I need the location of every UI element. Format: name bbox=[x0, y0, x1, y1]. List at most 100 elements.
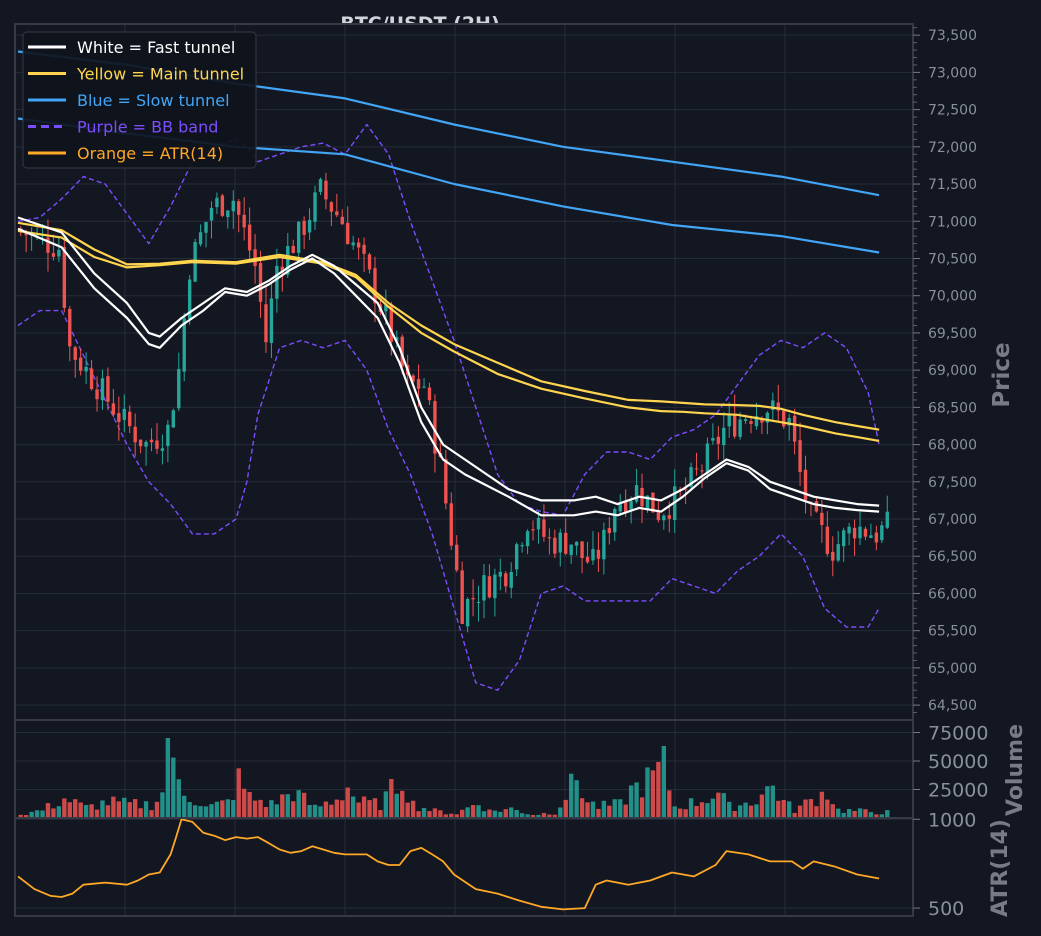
volume-y-axis: 25000 50000 75000 bbox=[913, 723, 988, 802]
volume-bar bbox=[667, 790, 672, 818]
volume-bar bbox=[503, 809, 508, 818]
candle-body bbox=[395, 337, 399, 342]
candle-body bbox=[656, 512, 661, 521]
legend-box bbox=[22, 31, 257, 169]
volume-bar bbox=[231, 800, 236, 818]
fast-tunnel-series bbox=[17, 216, 880, 517]
volume-bar bbox=[519, 813, 525, 818]
candle-body bbox=[831, 551, 835, 561]
candle-body bbox=[264, 304, 268, 343]
volume-bar bbox=[116, 801, 122, 818]
candle-body bbox=[476, 601, 481, 603]
candle-body bbox=[634, 485, 639, 502]
volume-bar bbox=[481, 811, 487, 818]
volume-bar bbox=[214, 801, 220, 818]
candle-body bbox=[296, 221, 301, 253]
candle-body bbox=[226, 210, 230, 218]
candle-body bbox=[580, 541, 584, 559]
volume-bar bbox=[852, 810, 857, 818]
volume-bar bbox=[857, 808, 863, 818]
volume-bar bbox=[476, 805, 481, 818]
candle-body bbox=[558, 532, 562, 553]
candle-body bbox=[471, 598, 475, 600]
y-tick-label: 25000 bbox=[928, 780, 988, 802]
y-tick-label: 1000 bbox=[928, 809, 976, 831]
candle-body bbox=[814, 501, 819, 512]
volume-bar bbox=[89, 804, 94, 818]
candle-body bbox=[498, 571, 503, 577]
volume-bar bbox=[23, 815, 29, 818]
volume-bar bbox=[498, 811, 503, 818]
volume-bar bbox=[291, 801, 296, 818]
volume-bar bbox=[754, 804, 759, 818]
candle-body bbox=[520, 545, 524, 547]
candle-body bbox=[411, 375, 415, 382]
volume-bar bbox=[628, 785, 634, 818]
volume-bar bbox=[792, 812, 797, 818]
volume-bar bbox=[661, 745, 667, 818]
candle-body bbox=[858, 526, 862, 539]
volume-bar bbox=[694, 806, 699, 818]
candle-body bbox=[100, 378, 105, 401]
volume-bar bbox=[639, 797, 645, 818]
candle-body bbox=[237, 201, 241, 215]
candle-body bbox=[547, 537, 552, 539]
candle-body bbox=[182, 318, 186, 372]
y-tick-label: 69,000 bbox=[928, 363, 977, 379]
volume-bar bbox=[329, 804, 334, 818]
volume-bar bbox=[879, 814, 885, 818]
volume-bar bbox=[410, 800, 416, 818]
volume-bar bbox=[825, 799, 830, 818]
candle-body bbox=[177, 368, 181, 409]
volume-bar bbox=[443, 814, 449, 818]
volume-bar bbox=[225, 799, 231, 818]
candle-body bbox=[509, 571, 513, 588]
volume-bar bbox=[737, 805, 743, 818]
volume-panel: 25000 50000 75000 Volume bbox=[14, 719, 1028, 819]
y-tick-label: 70,500 bbox=[928, 251, 977, 267]
candle-body bbox=[51, 253, 56, 257]
y-tick-label: 66,000 bbox=[928, 586, 977, 602]
candle-body bbox=[455, 544, 459, 571]
volume-bar bbox=[781, 799, 786, 818]
candle-body bbox=[373, 268, 377, 304]
volume-bar bbox=[830, 804, 835, 818]
volume-bar bbox=[100, 800, 105, 818]
candle-body bbox=[356, 242, 361, 248]
volume-axis-label: Volume bbox=[1003, 724, 1028, 816]
candle-body bbox=[651, 492, 655, 513]
volume-bar bbox=[612, 799, 617, 818]
volume-bar bbox=[797, 805, 803, 818]
candle-body bbox=[618, 504, 622, 512]
candle-body bbox=[460, 570, 464, 624]
volume-bar bbox=[160, 792, 165, 818]
volume-bar bbox=[340, 800, 345, 818]
y-tick-label: 70,000 bbox=[928, 289, 977, 305]
volume-bar bbox=[716, 792, 721, 818]
candle-body bbox=[536, 517, 541, 530]
candle-body bbox=[144, 441, 148, 447]
series-line bbox=[17, 309, 880, 691]
volume-bar bbox=[438, 810, 443, 818]
candle-body bbox=[574, 541, 579, 546]
y-tick-label: 66,500 bbox=[928, 549, 977, 565]
candle-body bbox=[335, 211, 339, 216]
series-line bbox=[17, 818, 880, 911]
volume-bar bbox=[274, 804, 280, 818]
volume-bar bbox=[770, 785, 776, 818]
volume-bar bbox=[427, 811, 432, 818]
volume-bar bbox=[350, 796, 356, 818]
candle-body bbox=[525, 531, 530, 547]
legend-label: White = Fast tunnel bbox=[77, 38, 235, 57]
volume-bar bbox=[378, 810, 383, 818]
volume-bar bbox=[149, 810, 154, 818]
volume-bar bbox=[400, 790, 405, 818]
volume-bar bbox=[143, 801, 149, 818]
candle-body bbox=[138, 439, 143, 447]
volume-bar bbox=[590, 801, 596, 818]
candle-body bbox=[400, 336, 404, 367]
candle-body bbox=[514, 544, 519, 570]
candle-body bbox=[346, 222, 350, 245]
volume-bar bbox=[361, 796, 367, 818]
volume-bar bbox=[536, 814, 541, 818]
